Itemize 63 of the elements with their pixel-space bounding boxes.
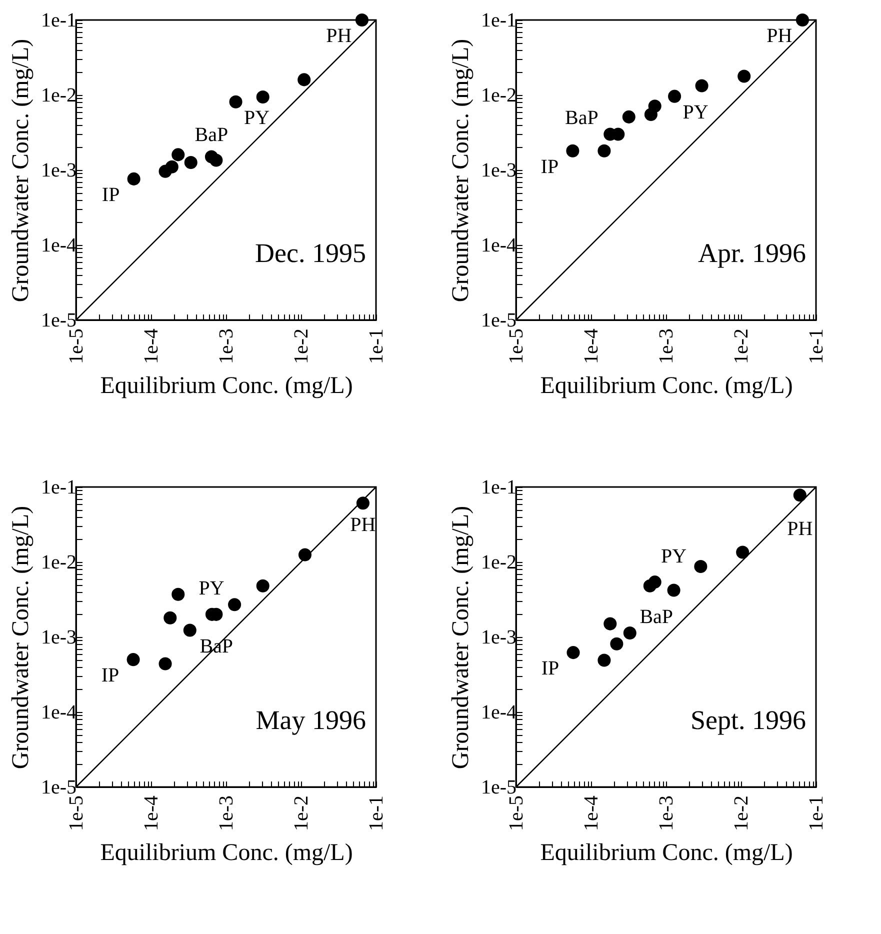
data-label: PY [682, 101, 708, 124]
data-label: IP [101, 664, 120, 687]
y-tick-label: 1e-5 [480, 310, 516, 332]
x-tick-label: 1e-4 [140, 328, 162, 364]
annotation: Dec. 1995 [255, 238, 366, 268]
data-label: PH [326, 25, 352, 47]
y-tick-label: 1e-4 [480, 234, 516, 256]
y-tick-label: 1e-3 [480, 160, 516, 182]
data-label: IP [541, 658, 560, 680]
annotation: Apr. 1996 [698, 238, 806, 268]
y-tick-label: 1e-4 [40, 234, 76, 256]
y-tick-label: 1e-2 [40, 552, 76, 574]
data-label: PH [350, 514, 376, 536]
x-tick-label: 1e-4 [140, 796, 162, 832]
x-tick-label: 1e-1 [366, 796, 388, 832]
y-tick-label: 1e-3 [40, 160, 76, 182]
data-label: IP [102, 184, 120, 206]
x-tick-label: 1e-4 [580, 328, 602, 364]
x-axis-title: Equilibrium Conc. (mg/L) [100, 840, 353, 866]
y-tick-label: 1e-1 [40, 476, 76, 498]
data-label: PH [766, 25, 792, 47]
data-label: PY [198, 578, 224, 600]
x-tick-label: 1e-1 [806, 328, 828, 364]
y-tick-label: 1e-1 [40, 10, 76, 32]
x-tick-label: 1e-2 [290, 796, 312, 832]
data-label: BaP [194, 124, 228, 146]
y-tick-label: 1e-2 [480, 84, 516, 106]
data-label: BaP [564, 107, 598, 130]
x-tick-label: 1e-2 [290, 328, 312, 364]
annotation: May 1996 [256, 705, 366, 735]
x-axis-title: Equilibrium Conc. (mg/L) [540, 373, 793, 400]
annotation: Sept. 1996 [690, 705, 806, 735]
data-label: PY [660, 545, 687, 568]
x-tick-label: 1e-3 [656, 328, 678, 364]
y-axis-title: Groundwater Conc. (mg/L) [8, 38, 34, 302]
y-tick-label: 1e-1 [480, 10, 516, 32]
y-axis-title: Groundwater Conc. (mg/L) [448, 38, 474, 302]
y-tick-label: 1e-2 [480, 552, 516, 574]
x-tick-label: 1e-3 [216, 328, 238, 364]
x-tick-label: 1e-2 [730, 328, 752, 364]
x-axis-title: Equilibrium Conc. (mg/L) [540, 840, 793, 866]
data-label: IP [540, 156, 559, 178]
y-tick-label: 1e-5 [480, 776, 516, 798]
y-axis-title: Groundwater Conc. (mg/L) [448, 506, 474, 770]
data-label: PY [244, 106, 270, 129]
y-tick-label: 1e-4 [40, 702, 76, 724]
x-tick-label: 1e-1 [806, 796, 828, 832]
x-tick-label: 1e-1 [366, 328, 388, 364]
x-axis-title: Equilibrium Conc. (mg/L) [100, 373, 353, 400]
y-tick-label: 1e-5 [40, 310, 76, 332]
x-tick-label: 1e-3 [656, 796, 678, 832]
y-tick-label: 1e-3 [480, 626, 516, 648]
x-tick-label: 1e-3 [216, 796, 238, 832]
data-label: BaP [640, 606, 674, 628]
x-tick-label: 1e-2 [730, 796, 752, 832]
y-tick-label: 1e-1 [480, 476, 516, 498]
y-axis-title: Groundwater Conc. (mg/L) [8, 506, 34, 770]
x-tick-label: 1e-4 [580, 796, 602, 832]
y-tick-label: 1e-5 [40, 776, 76, 798]
y-tick-label: 1e-2 [40, 84, 76, 106]
y-tick-label: 1e-3 [40, 626, 76, 648]
y-tick-label: 1e-4 [480, 702, 516, 724]
data-label: PH [787, 518, 813, 540]
